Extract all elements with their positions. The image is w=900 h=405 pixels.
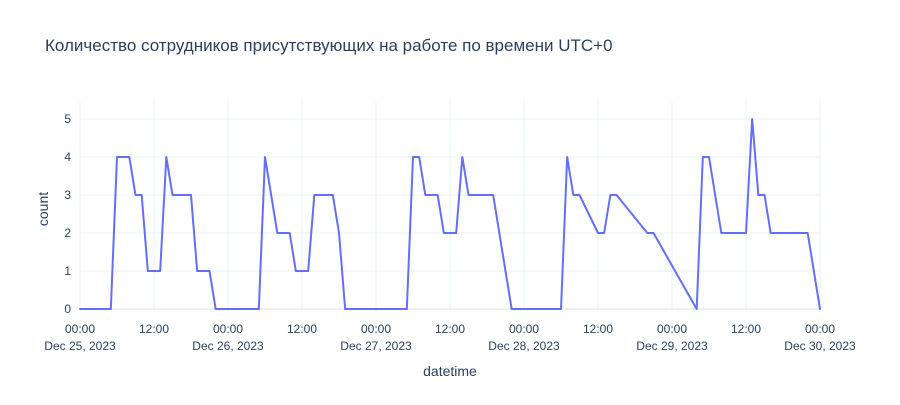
x-tick-date-label: Dec 26, 2023 (192, 339, 264, 353)
series-layer (79, 118, 821, 310)
series-line[interactable] (79, 118, 821, 310)
x-tick-date-label: Dec 30, 2023 (784, 339, 856, 353)
x-tick-date-label: Dec 25, 2023 (44, 339, 116, 353)
x-tick-label: 00:00 (509, 322, 539, 336)
x-tick-label: 12:00 (731, 322, 761, 336)
y-tick-label: 4 (64, 150, 71, 164)
x-tick-label: 00:00 (805, 322, 835, 336)
x-tick-label: 00:00 (657, 322, 687, 336)
y-tick-label: 2 (64, 226, 71, 240)
x-tick-label: 00:00 (213, 322, 243, 336)
x-tick-label: 12:00 (139, 322, 169, 336)
x-tick-date-label: Dec 28, 2023 (488, 339, 560, 353)
y-tick-label: 3 (64, 188, 71, 202)
x-tick-label: 12:00 (287, 322, 317, 336)
y-tick-label: 1 (64, 264, 71, 278)
y-axis-label: count (35, 192, 51, 226)
x-tick-label: 00:00 (361, 322, 391, 336)
x-tick-date-label: Dec 27, 2023 (340, 339, 412, 353)
x-axis-label: datetime (423, 363, 477, 379)
x-tick-label: 12:00 (583, 322, 613, 336)
x-tick-label: 12:00 (435, 322, 465, 336)
x-tick-label: 00:00 (65, 322, 95, 336)
axis-ticks: 00:00 Dec 25, 2023 12:00 00:00 Dec 26, 2023 1… (44, 112, 856, 353)
y-tick-label: 0 (64, 302, 71, 316)
chart-title: Количество сотрудников присутствующих на… (45, 36, 613, 55)
y-tick-label: 5 (64, 112, 71, 126)
x-tick-date-label: Dec 29, 2023 (636, 339, 708, 353)
